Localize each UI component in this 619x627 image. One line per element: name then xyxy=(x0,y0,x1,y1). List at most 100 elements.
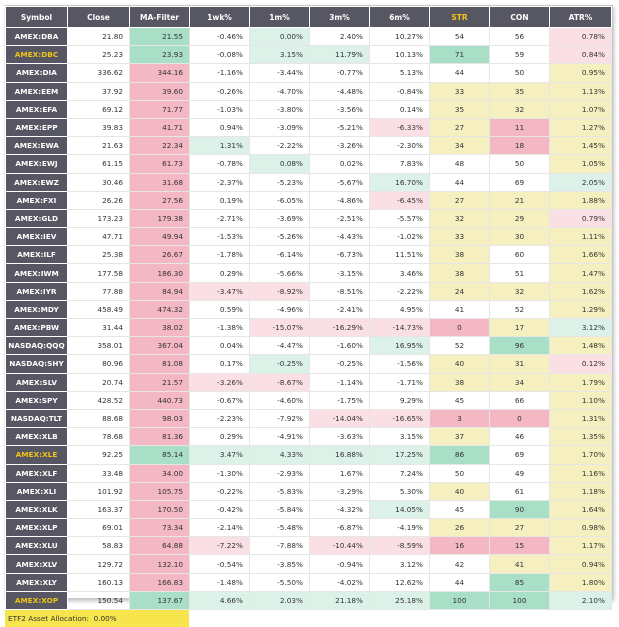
column-header-3m-[interactable]: 3m% xyxy=(309,6,370,28)
table-row[interactable]: NASDAQ:TLT 88.68 98.03 -2.23% -7.92% -14.04% -… xyxy=(5,408,612,429)
table-row[interactable]: AMEX:EEM 37.92 39.60 -0.26% -4.70% -4.48% -0.8… xyxy=(5,81,612,101)
table-row[interactable]: NASDAQ:QQQ 358.01 367.04 0.04% -4.47% -1.60% 1… xyxy=(5,336,612,356)
table-row[interactable]: AMEX:XLP 69.01 73.34 -2.14% -5.48% -6.87% -4.1… xyxy=(5,518,612,538)
table-row[interactable]: AMEX:EWZ 30.46 31.68 -2.37% -5.23% -5.67% 16.7… xyxy=(5,172,612,192)
symbol-cell[interactable]: AMEX:IYR xyxy=(5,281,68,301)
symbol-cell[interactable]: AMEX:EEM xyxy=(5,81,68,101)
table-row[interactable]: AMEX:XLI 101.92 105.75 -0.22% -5.83% -3.29% 5.… xyxy=(5,481,612,501)
table-row[interactable]: AMEX:FXI 26.26 27.56 0.19% -6.05% -4.86% -6.45… xyxy=(5,190,612,210)
symbol-cell[interactable]: AMEX:FXI xyxy=(5,190,68,210)
table-row[interactable]: AMEX:SPY 428.52 440.73 -0.67% -4.60% -1.75% 9.… xyxy=(5,390,612,410)
cell-close: 92.25 xyxy=(67,445,130,465)
table-row[interactable]: NASDAQ:SHY 80.96 81.08 0.17% -0.25% -0.25% -1.… xyxy=(5,354,612,374)
symbol-cell[interactable]: AMEX:XLI xyxy=(5,481,68,501)
table-row[interactable]: AMEX:PBW 31.44 38.02 -1.38% -15.07% -16.29% -1… xyxy=(5,317,612,338)
table-row[interactable]: AMEX:XLU 58.83 64.88 -7.22% -7.88% -10.44% -8.… xyxy=(5,536,612,556)
cell-1m-: -8.92% xyxy=(249,281,310,301)
cell-6m-: 5.30% xyxy=(369,481,430,501)
table-row[interactable]: AMEX:XLV 129.72 132.10 -0.54% -3.85% -0.94% 3.… xyxy=(5,554,612,574)
table-row[interactable]: AMEX:EPP 39.83 41.71 0.94% -3.09% -5.21% -6.33… xyxy=(5,117,612,138)
cell-atr-: 1.62% xyxy=(549,281,612,301)
column-header-close[interactable]: Close xyxy=(67,6,130,28)
table-row[interactable]: AMEX:XLK 163.37 170.50 -0.42% -5.84% -4.32% 14… xyxy=(5,499,612,520)
symbol-cell[interactable]: AMEX:XLP xyxy=(5,518,68,538)
symbol-cell[interactable]: AMEX:XLV xyxy=(5,554,68,574)
cell-close: 37.92 xyxy=(67,81,130,101)
table-row[interactable]: AMEX:XLY 160.13 166.83 -1.48% -5.50% -4.02% 12… xyxy=(5,572,612,592)
cell-3m-: 1.67% xyxy=(309,463,370,483)
symbol-cell[interactable]: AMEX:XLF xyxy=(5,463,68,483)
symbol-cell[interactable]: AMEX:DIA xyxy=(5,63,68,83)
table-row[interactable]: AMEX:EFA 69.12 71.77 -1.03% -3.80% -3.56% 0.14… xyxy=(5,99,612,119)
symbol-cell[interactable]: AMEX:PBW xyxy=(5,317,68,338)
table-row[interactable]: AMEX:XLF 33.48 34.00 -1.30% -2.93% 1.67% 7.24%… xyxy=(5,463,612,483)
symbol-cell[interactable]: AMEX:GLD xyxy=(5,208,68,229)
table-row[interactable]: AMEX:EWA 21.63 22.34 1.31% -2.22% -3.26% -2.30… xyxy=(5,136,612,156)
symbol-cell[interactable]: NASDAQ:TLT xyxy=(5,408,68,429)
symbol-cell[interactable]: AMEX:EWZ xyxy=(5,172,68,192)
symbol-cell[interactable]: NASDAQ:SHY xyxy=(5,354,68,374)
cell-close: 336.62 xyxy=(67,63,130,83)
table-row[interactable]: AMEX:IYR 77.88 84.94 -3.47% -8.92% -8.51% -2.2… xyxy=(5,281,612,301)
table-row[interactable]: AMEX:DBC 25.23 23.93 -0.08% 3.15% 11.79% 10.13… xyxy=(5,45,612,65)
cell-3m-: -1.60% xyxy=(309,336,370,356)
column-header-1wk-[interactable]: 1wk% xyxy=(189,6,250,28)
symbol-cell[interactable]: AMEX:EWA xyxy=(5,136,68,156)
cell-str: 41 xyxy=(429,299,490,320)
etf-screener-table: Symbol Close MA-Filter 1wk% 1m% 3m% 6m% STR CON A… xyxy=(5,6,612,611)
cell-con: 32 xyxy=(489,281,550,301)
symbol-cell[interactable]: NASDAQ:QQQ xyxy=(5,336,68,356)
table-row[interactable]: AMEX:GLD 173.23 179.38 -2.71% -3.69% -2.51% -5… xyxy=(5,208,612,229)
column-header-atr-[interactable]: ATR% xyxy=(549,6,612,28)
table-row[interactable]: AMEX:XLB 78.68 81.36 0.29% -4.91% -3.63% 3.15%… xyxy=(5,427,612,447)
column-header-str[interactable]: STR xyxy=(429,6,490,28)
cell-3m-: -14.04% xyxy=(309,408,370,429)
table-row[interactable]: AMEX:DIA 336.62 344.16 -1.16% -3.44% -0.77% 5.… xyxy=(5,63,612,83)
symbol-cell[interactable]: AMEX:SLV xyxy=(5,372,68,392)
symbol-cell[interactable]: AMEX:XOP xyxy=(5,590,68,611)
symbol-cell[interactable]: AMEX:XLK xyxy=(5,499,68,520)
symbol-cell[interactable]: AMEX:DBC xyxy=(5,45,68,65)
symbol-cell[interactable]: AMEX:DBA xyxy=(5,26,68,47)
symbol-cell[interactable]: AMEX:MDY xyxy=(5,299,68,320)
table-row[interactable]: AMEX:XLE 92.25 85.14 3.47% 4.33% 16.88% 17.25%… xyxy=(5,445,612,465)
column-header-1m-[interactable]: 1m% xyxy=(249,6,310,28)
table-row[interactable]: AMEX:IWM 177.58 186.30 0.29% -5.66% -3.15% 3.4… xyxy=(5,263,612,283)
table-row[interactable]: AMEX:SLV 20.74 21.57 -3.26% -8.67% -1.14% -1.7… xyxy=(5,372,612,392)
cell-ma-filter: 98.03 xyxy=(129,408,190,429)
symbol-cell[interactable]: AMEX:SPY xyxy=(5,390,68,410)
symbol-cell[interactable]: AMEX:IWM xyxy=(5,263,68,283)
table-row[interactable]: AMEX:MDY 458.49 474.32 0.59% -4.96% -2.41% 4.9… xyxy=(5,299,612,320)
symbol-cell[interactable]: AMEX:EPP xyxy=(5,117,68,138)
asset-allocation-cell: ETF2 Asset Allocation: 0.00% xyxy=(5,610,189,627)
symbol-cell[interactable]: AMEX:IEV xyxy=(5,227,68,247)
table-row[interactable]: AMEX:XOP 150.54 137.67 4.66% 2.03% 21.18% 25.1… xyxy=(5,590,612,611)
cell-1m-: -4.60% xyxy=(249,390,310,410)
table-row[interactable]: AMEX:IEV 47.71 49.94 -1.53% -5.26% -4.43% -1.0… xyxy=(5,227,612,247)
symbol-cell[interactable]: AMEX:XLU xyxy=(5,536,68,556)
table-row[interactable]: AMEX:DBA 21.80 21.55 -0.46% 0.00% 2.40% 10.27%… xyxy=(5,26,612,47)
cell-1wk-: 0.59% xyxy=(189,299,250,320)
table-row[interactable]: AMEX:EWJ 61.15 61.73 -0.78% 0.08% 0.02% 7.83% 4… xyxy=(5,154,612,174)
symbol-cell[interactable]: AMEX:XLE xyxy=(5,445,68,465)
table-row[interactable]: AMEX:ILF 25.38 26.67 -1.78% -6.14% -6.73% 11.5… xyxy=(5,245,612,265)
symbol-cell[interactable]: AMEX:XLY xyxy=(5,572,68,592)
symbol-cell[interactable]: AMEX:EFA xyxy=(5,99,68,119)
cell-1wk-: -0.08% xyxy=(189,45,250,65)
column-header-symbol[interactable]: Symbol xyxy=(5,6,68,28)
cell-3m-: -0.25% xyxy=(309,354,370,374)
cell-3m-: 0.02% xyxy=(309,154,370,174)
symbol-cell[interactable]: AMEX:EWJ xyxy=(5,154,68,174)
cell-con: 69 xyxy=(489,445,550,465)
symbol-cell[interactable]: AMEX:ILF xyxy=(5,245,68,265)
column-header-ma-filter[interactable]: MA-Filter xyxy=(129,6,190,28)
cell-3m-: -6.73% xyxy=(309,245,370,265)
column-header-6m-[interactable]: 6m% xyxy=(369,6,430,28)
cell-ma-filter: 440.73 xyxy=(129,390,190,410)
allocation-footer: ETF2 Asset Allocation: 0.00% xyxy=(5,610,611,627)
cell-con: 18 xyxy=(489,136,550,156)
cell-con: 35 xyxy=(489,81,550,101)
cell-str: 0 xyxy=(429,317,490,338)
symbol-cell[interactable]: AMEX:XLB xyxy=(5,427,68,447)
column-header-con[interactable]: CON xyxy=(489,6,550,28)
